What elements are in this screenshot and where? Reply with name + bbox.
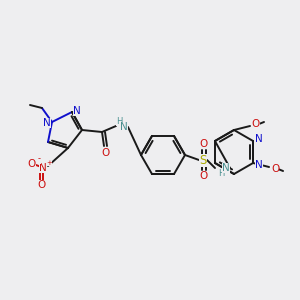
Text: O: O — [28, 159, 36, 169]
Text: S: S — [199, 154, 207, 166]
Text: N: N — [255, 134, 263, 144]
Text: O: O — [252, 119, 260, 129]
Text: O: O — [200, 171, 208, 181]
Text: H: H — [116, 116, 122, 125]
Text: O: O — [38, 180, 46, 190]
Text: H: H — [218, 169, 224, 178]
Text: -: - — [38, 154, 40, 164]
Text: N: N — [222, 163, 230, 173]
Text: O: O — [271, 164, 279, 174]
Text: N: N — [43, 118, 51, 128]
Text: N: N — [73, 106, 81, 116]
Text: O: O — [200, 139, 208, 149]
Text: N: N — [39, 163, 47, 173]
Text: +: + — [46, 160, 52, 166]
Text: N: N — [255, 160, 263, 170]
Text: O: O — [102, 148, 110, 158]
Text: N: N — [120, 122, 128, 132]
